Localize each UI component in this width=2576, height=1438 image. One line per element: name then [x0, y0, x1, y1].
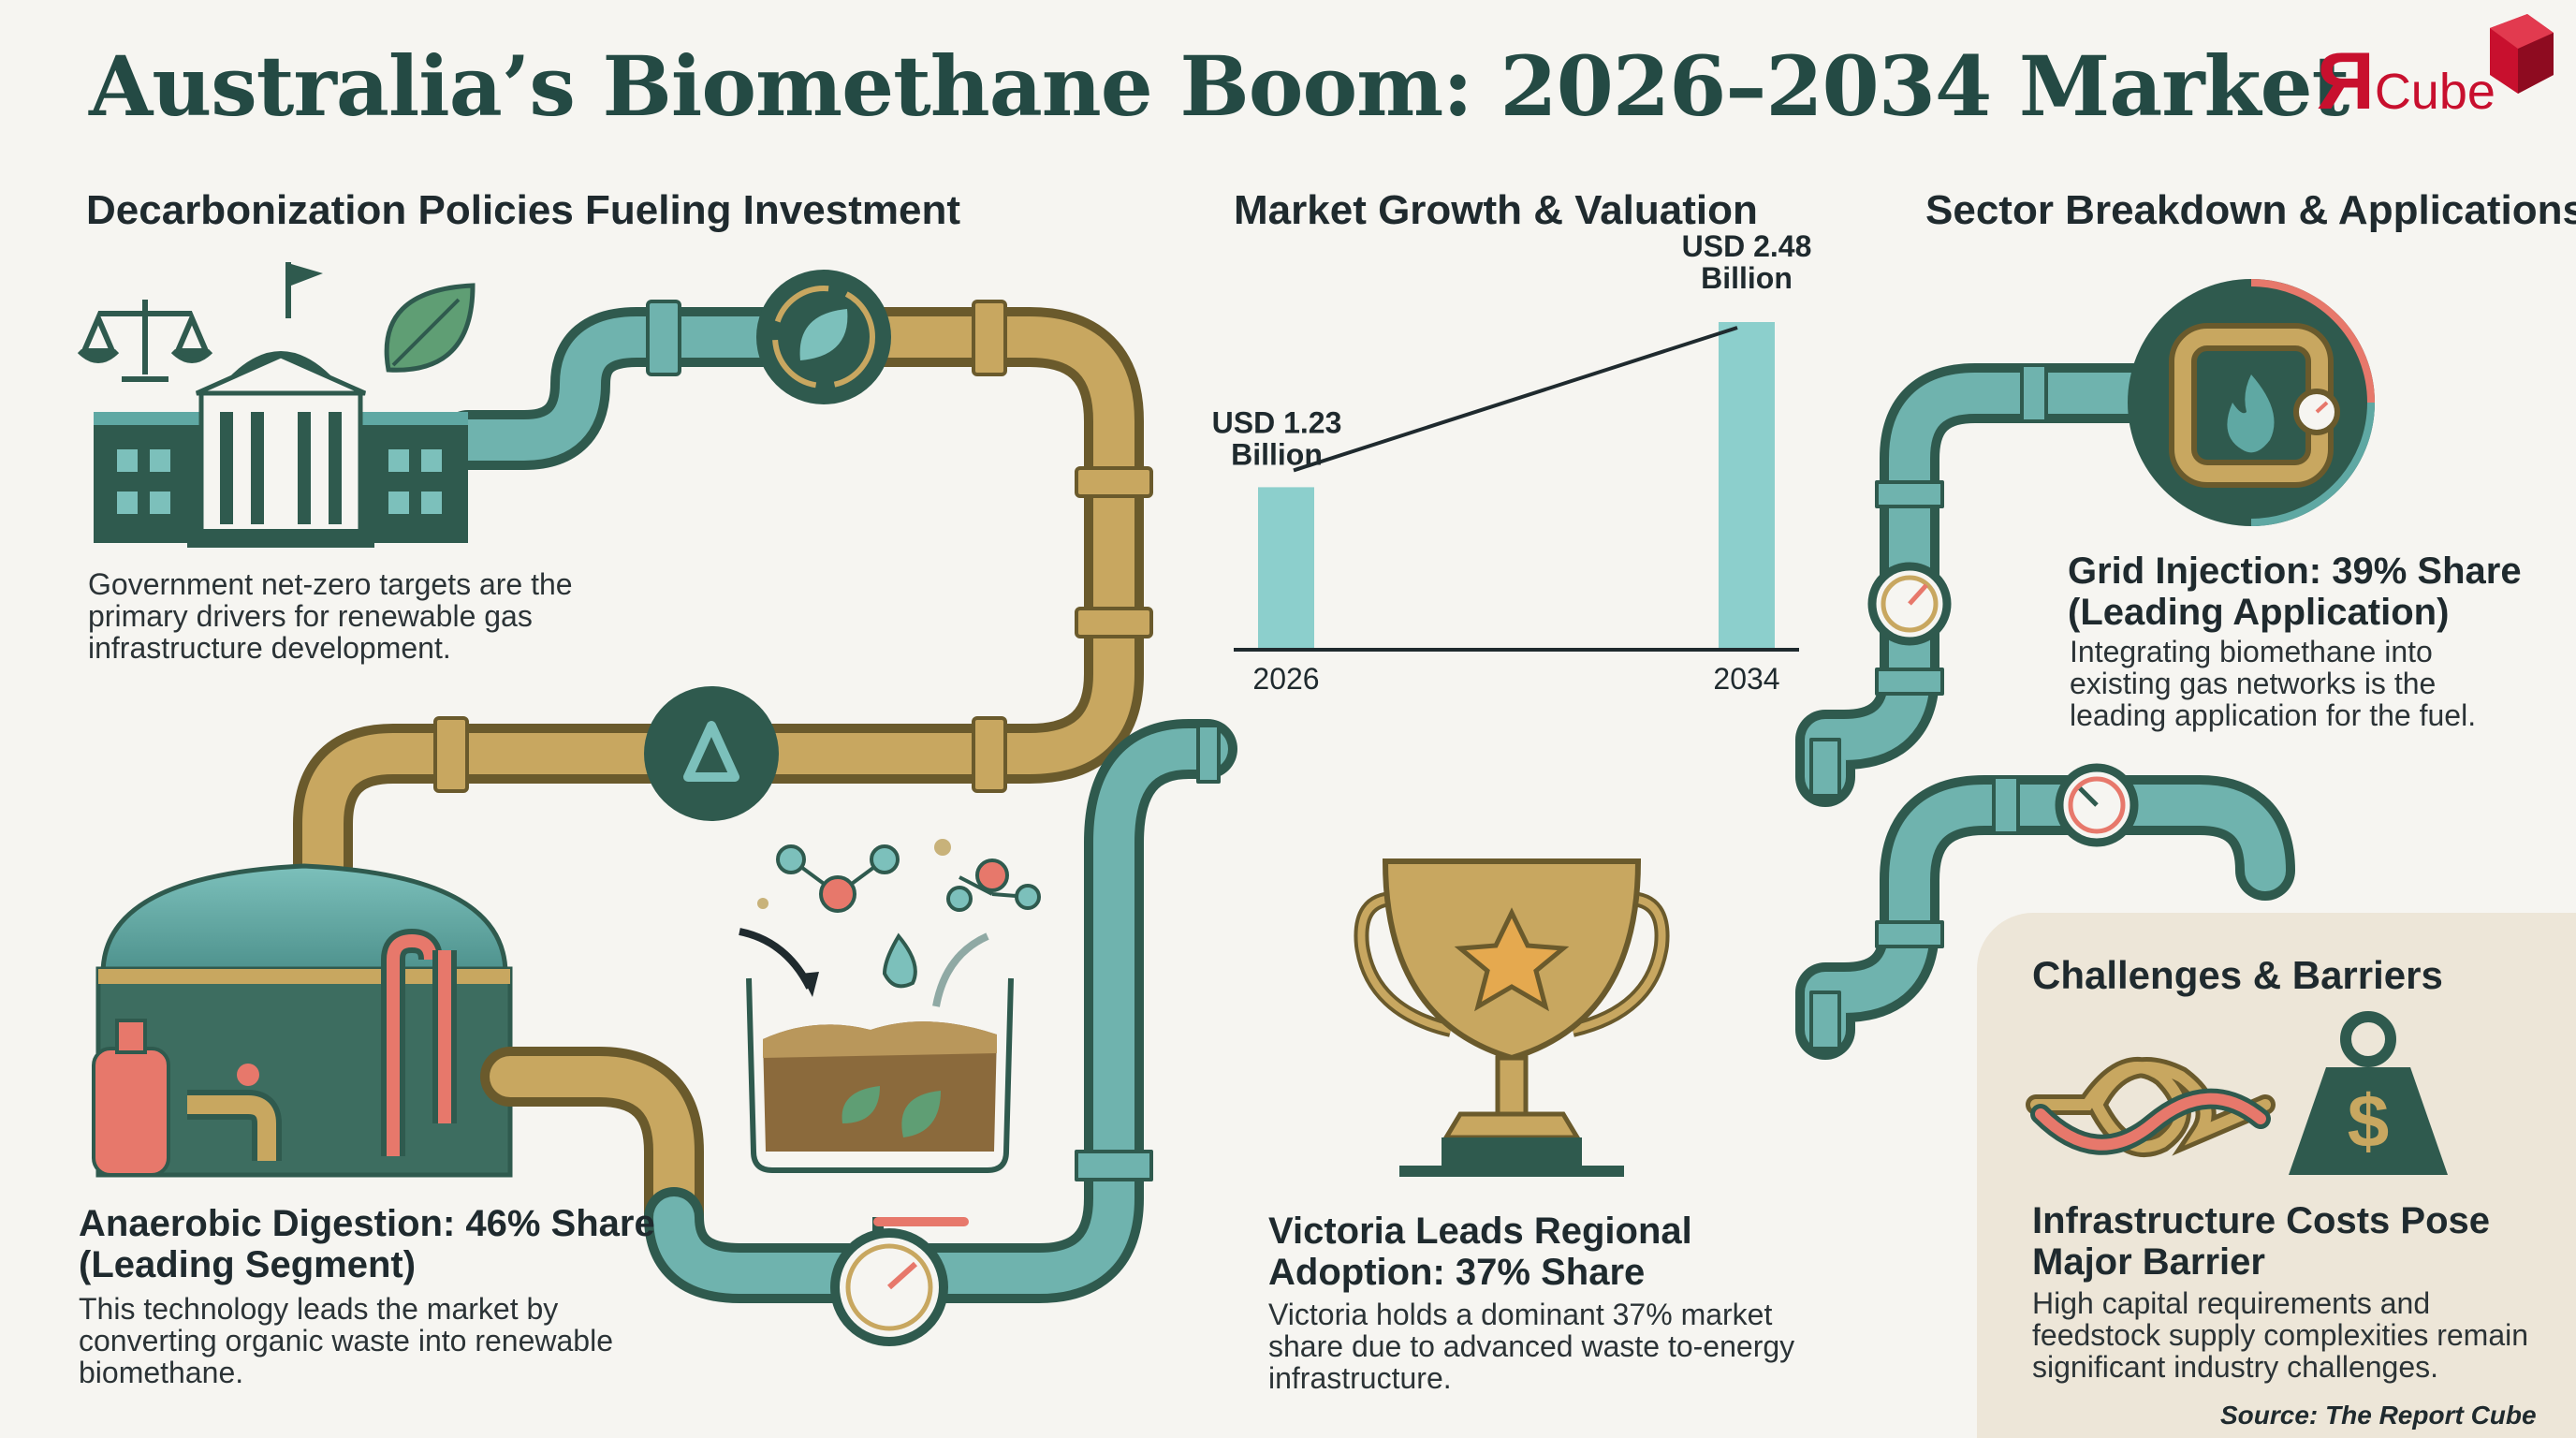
victoria-body: Victoria holds a dominant 37% market sha…: [1268, 1298, 1795, 1395]
digester-tank-icon: [92, 863, 513, 1178]
challenges-heading: Challenges & Barriers: [2032, 953, 2443, 997]
grid-injection-hub-icon: [2128, 279, 2375, 526]
grid-injection-body: Integrating biomethane into existing gas…: [2070, 635, 2477, 732]
organic-waste-bin-icon: [739, 839, 1041, 1173]
value-label-2026: USD 1.23: [1212, 405, 1342, 439]
justice-scales-icon: [77, 300, 213, 382]
policies-heading: Decarbonization Policies Fueling Investm…: [86, 187, 960, 233]
challenges-panel: [1977, 913, 2576, 1438]
pipe-flanges: [433, 300, 1153, 793]
anaerobic-heading: Anaerobic Digestion: 46% Share (Leading …: [79, 1203, 655, 1285]
logo: ЯCube: [2317, 36, 2496, 128]
challenges-body: High capital requirements and feedstock …: [2032, 1286, 2529, 1384]
leaf-icon: [384, 283, 476, 373]
pressure-gauge-right-icon: [1867, 562, 2139, 847]
svg-text:$: $: [2348, 1079, 2390, 1163]
logo-letter: Я: [2317, 37, 2375, 126]
trend-line: [1293, 326, 1738, 473]
government-building-icon: [94, 262, 468, 548]
sector-heading: Sector Breakdown & Applications: [1925, 187, 2576, 233]
teal-pipe-right-lower: [1795, 775, 2295, 1060]
page-title: Australia’s Biomethane Boom: 2026–2034 M…: [89, 37, 2349, 135]
anaerobic-body: This technology leads the market by conv…: [79, 1292, 613, 1389]
gold-pipe-middle: [293, 724, 685, 896]
value-label-2034: USD 2.48: [1682, 229, 1812, 263]
value-label-2034: Billion: [1701, 261, 1793, 295]
teal-pipe-top: [438, 307, 798, 470]
teal-pipe-right-upper: [1795, 363, 2164, 807]
growth-heading: Market Growth & Valuation: [1234, 187, 1758, 233]
x-tick-2026: 2026: [1252, 662, 1319, 696]
logo-word: Cube: [2374, 64, 2496, 120]
bar-2026: [1258, 487, 1314, 650]
recycle-node: [644, 686, 779, 821]
x-tick-2034: 2034: [1713, 662, 1779, 696]
cube-logo-icon: [2490, 14, 2554, 94]
gold-pipe-bottom: [480, 1047, 704, 1247]
grid-injection-heading: Grid Injection: 39% Share (Leading Appli…: [2068, 550, 2522, 633]
source-note: Source: The Report Cube: [2220, 1401, 2537, 1430]
victoria-heading: Victoria Leads Regional Adoption: 37% Sh…: [1268, 1211, 1692, 1293]
bar-2034: [1719, 322, 1775, 650]
leaf-cycle-node: [756, 270, 891, 404]
challenges-subheading: Infrastructure Costs Pose Major Barrier: [2032, 1200, 2491, 1283]
policies-body: Government net-zero targets are the prim…: [88, 567, 573, 665]
trophy-icon: [1354, 858, 1670, 1177]
gold-pipe-top: [738, 307, 1144, 784]
teal-pipe-bottom: [644, 719, 1237, 1303]
pressure-gauge-icon: [830, 1217, 969, 1346]
